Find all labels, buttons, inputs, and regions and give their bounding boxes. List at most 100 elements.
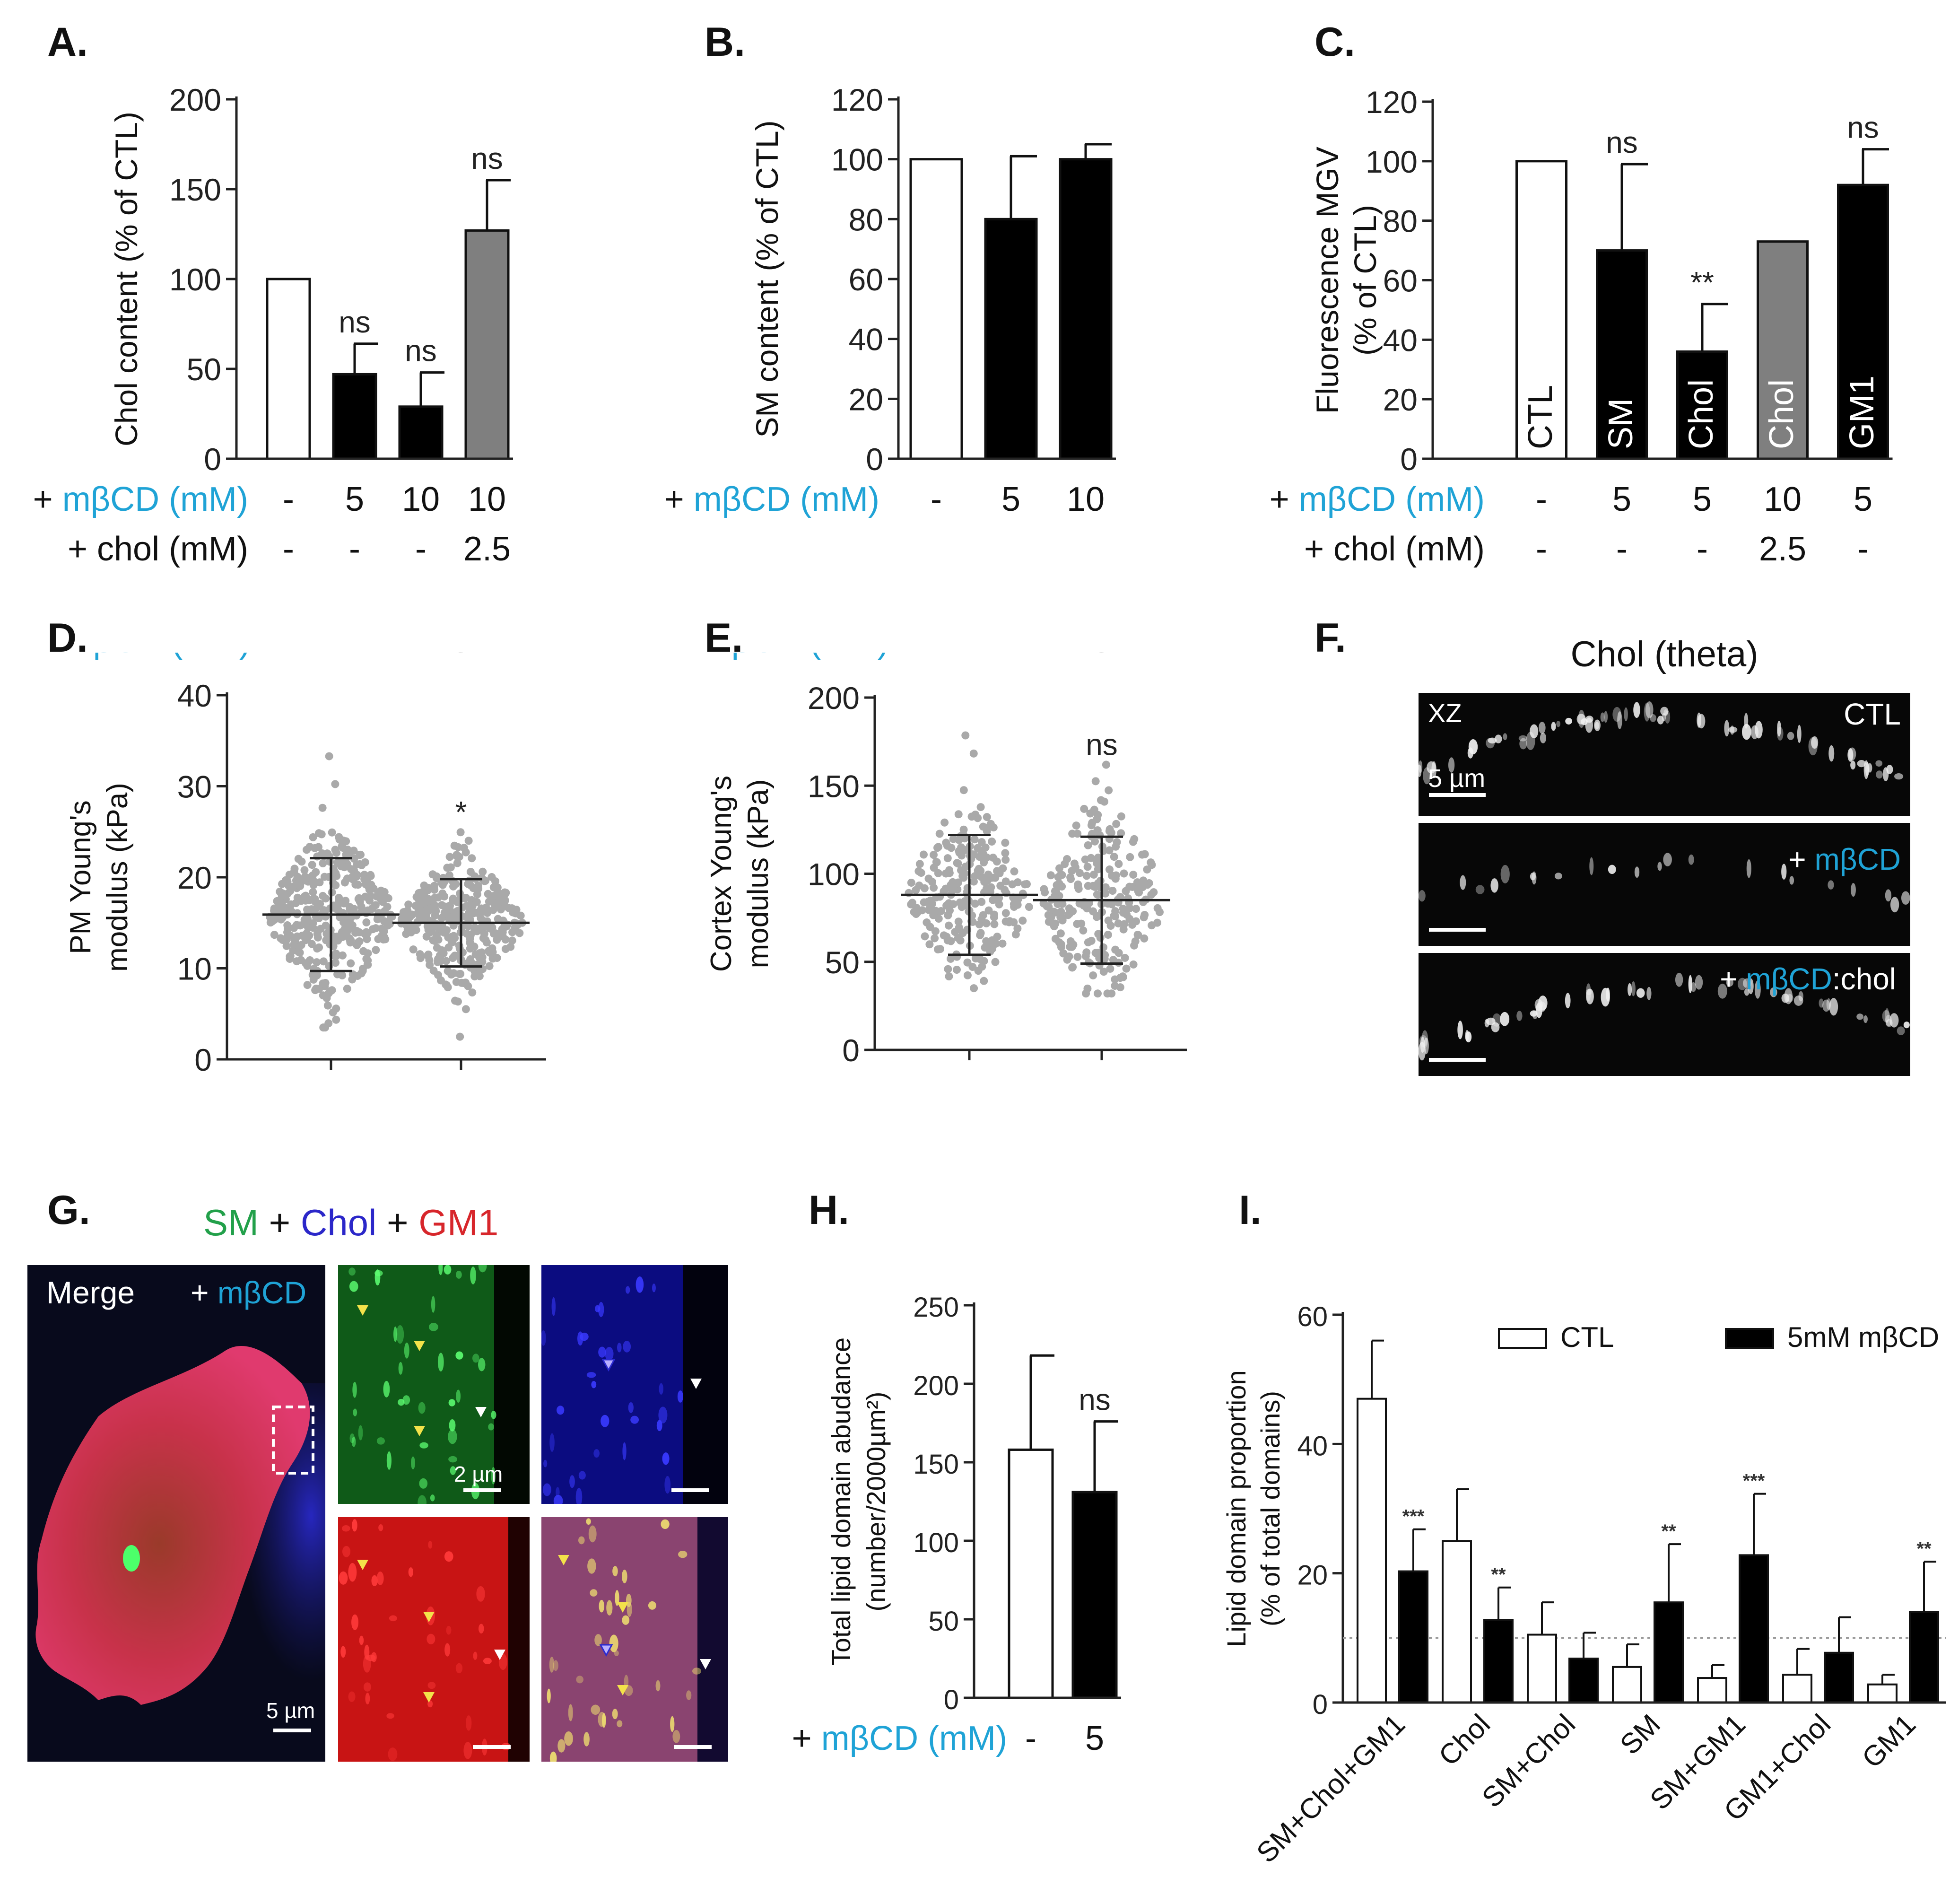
fluorescent-spot xyxy=(549,1657,555,1673)
fluorescent-spot xyxy=(374,1270,383,1276)
data-point xyxy=(976,955,984,963)
data-point xyxy=(1116,974,1124,982)
fluorescent-spot xyxy=(351,1437,356,1447)
data-point xyxy=(970,835,979,844)
data-point xyxy=(970,984,978,993)
data-point xyxy=(453,997,462,1006)
data-point xyxy=(331,846,340,854)
data-point xyxy=(325,752,333,760)
bar xyxy=(1757,240,1809,460)
fluorescent-spot xyxy=(1519,738,1527,750)
fluorescent-spot xyxy=(1468,739,1478,755)
fluorescent-spot xyxy=(622,1570,627,1583)
data-point xyxy=(980,977,988,985)
data-point xyxy=(1094,930,1103,938)
fluorescent-spot xyxy=(1600,712,1605,722)
fluorescent-spot xyxy=(1518,735,1527,742)
fluorescent-spot xyxy=(1695,975,1703,990)
fluorescent-spot xyxy=(339,1571,348,1585)
data-point xyxy=(1129,871,1138,879)
fluorescent-spot xyxy=(371,1575,378,1587)
bar-inner-label: Chol xyxy=(1763,379,1801,449)
fluorescent-spot xyxy=(614,1650,619,1657)
y-axis-label: Total lipid domain abudance xyxy=(826,1337,856,1666)
fluorescent-spot xyxy=(1882,1010,1890,1022)
data-point xyxy=(1069,941,1078,949)
fluorescent-spot xyxy=(341,1525,350,1532)
fluorescent-spot xyxy=(557,1406,565,1415)
data-point xyxy=(1091,777,1100,786)
data-point xyxy=(1112,871,1120,880)
data-point xyxy=(303,961,312,970)
data-point xyxy=(315,943,323,952)
fluorescent-spot xyxy=(463,1742,472,1759)
fluorescent-spot xyxy=(1624,707,1628,722)
data-point xyxy=(307,940,316,948)
data-point xyxy=(480,922,489,931)
y-axis-label: modulus (kPa) xyxy=(101,783,134,972)
data-point xyxy=(943,854,952,863)
fluorescent-spot xyxy=(488,1423,494,1431)
data-point xyxy=(434,893,443,902)
data-point xyxy=(956,936,965,945)
label-mbcd-chol-accent: mβCD xyxy=(1746,962,1832,996)
data-point xyxy=(406,911,414,920)
y-tick-label: 0 xyxy=(194,1042,212,1077)
fluorescent-spot xyxy=(1431,761,1436,778)
fluorescent-spot xyxy=(1608,865,1616,874)
data-point xyxy=(931,927,940,935)
bar xyxy=(1483,1619,1514,1703)
data-point xyxy=(1001,886,1009,894)
data-point xyxy=(428,870,437,879)
fluorescent-spot xyxy=(473,1651,478,1660)
label-mbcd-accent: mβCD xyxy=(1814,842,1901,876)
data-point xyxy=(934,915,943,923)
fluorescent-spot xyxy=(1724,720,1730,737)
chart-lipid-domain-abundance: 0 50 100 150 200 250 Total lipid domain abudan… xyxy=(792,1292,1121,1757)
merge-image: Merge + mβCD 5 µm xyxy=(27,1265,325,1762)
data-point xyxy=(475,949,484,958)
data-point xyxy=(926,896,935,905)
data-point xyxy=(495,901,503,910)
data-point xyxy=(1057,943,1065,952)
data-point xyxy=(313,933,322,942)
bar xyxy=(1071,1491,1118,1699)
chart-sm-content: 0 20 40 60 80 100 120 SM content (% of CTL) + mβ… xyxy=(664,82,1116,518)
fluorescent-spot xyxy=(448,1429,457,1444)
inset-chol-blue xyxy=(541,1265,728,1504)
data-point xyxy=(963,971,972,979)
data-point xyxy=(341,897,350,905)
data-point xyxy=(305,843,314,851)
data-point xyxy=(971,872,979,881)
fluorescent-spot xyxy=(465,1715,472,1731)
fluorescent-spot xyxy=(1750,725,1758,740)
fluorescent-spot xyxy=(348,1267,356,1276)
fluorescent-spot xyxy=(411,1456,415,1469)
data-point xyxy=(1129,960,1138,969)
data-point xyxy=(1073,830,1082,838)
fluorescent-spot xyxy=(1901,891,1910,905)
data-point xyxy=(338,971,347,979)
fluorescent-spot xyxy=(342,1546,351,1557)
data-point xyxy=(433,958,442,966)
fluorescent-spot xyxy=(1663,853,1672,866)
fluorescent-spot xyxy=(588,1525,597,1543)
row-value: - xyxy=(349,530,360,568)
data-point xyxy=(270,904,279,913)
data-point xyxy=(436,976,445,985)
data-point xyxy=(444,983,452,992)
data-point xyxy=(461,1005,470,1013)
fluorescent-spot xyxy=(1865,762,1870,777)
data-point xyxy=(470,972,479,981)
data-point xyxy=(1001,877,1010,886)
merge-scale-bar xyxy=(273,1729,311,1732)
label-xz: XZ xyxy=(1428,698,1462,728)
significance-label: ** xyxy=(1690,265,1714,299)
fluorescent-spot xyxy=(1540,733,1546,743)
fluorescent-spot xyxy=(358,1425,363,1441)
data-point xyxy=(1072,821,1080,830)
data-point xyxy=(446,863,455,872)
fluorescent-spot xyxy=(353,1408,357,1416)
data-point xyxy=(941,869,950,878)
data-point xyxy=(445,853,454,861)
